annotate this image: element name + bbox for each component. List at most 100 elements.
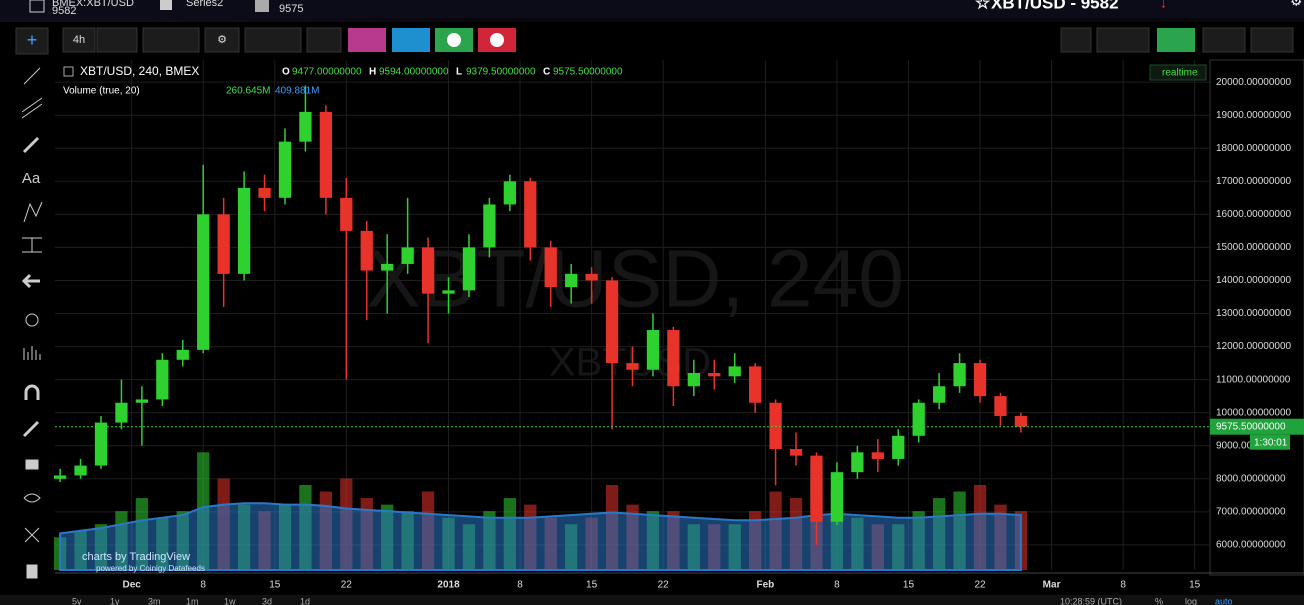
chart-style-button[interactable] (142, 27, 200, 53)
ohlc-value: 9594.00000000 (379, 67, 449, 78)
range-button[interactable]: 3d (262, 596, 272, 605)
save-button[interactable] (1250, 27, 1294, 53)
candle-body (585, 273, 598, 281)
y-tick-label: 8000.00000000 (1216, 473, 1286, 484)
y-tick-label: 13000.00000000 (1216, 308, 1292, 319)
candle-body (1014, 415, 1028, 427)
candle-body (237, 187, 251, 274)
y-tick-label: 19000.00000000 (1216, 110, 1292, 121)
delete-tool[interactable] (26, 564, 38, 579)
candle-body (381, 263, 394, 271)
tab-label[interactable]: BMEX:XBT/USD (52, 0, 134, 9)
candle-body (156, 359, 169, 400)
stay-drawing[interactable] (22, 420, 40, 438)
x-tick-label: 22 (341, 580, 353, 591)
scale-option[interactable]: log (1185, 596, 1197, 605)
tab-icon (160, 0, 172, 10)
measure-tool[interactable] (22, 237, 42, 253)
legend-collapse (63, 66, 74, 77)
candle-body (769, 402, 782, 450)
candle-body (115, 402, 128, 423)
interval-button[interactable] (62, 27, 96, 53)
trend-tool[interactable] (23, 67, 41, 85)
pattern-tool[interactable] (23, 201, 43, 223)
candle-body (278, 141, 292, 198)
undo-redo[interactable] (1096, 27, 1150, 53)
bars-tool[interactable] (23, 346, 41, 360)
star[interactable]: ☆ (975, 0, 991, 12)
candle-body (953, 363, 966, 387)
settings-icon[interactable]: ⚙ (1290, 0, 1303, 9)
crosshair-icon: + (27, 30, 38, 50)
candle-body (544, 247, 557, 288)
x-tick-label: Feb (756, 580, 774, 591)
candle-body (728, 366, 741, 377)
tools-tool[interactable] (24, 527, 40, 543)
load-button[interactable] (1202, 27, 1246, 53)
candle-body (401, 247, 414, 264)
indicators-button[interactable] (244, 27, 302, 53)
fib-tool[interactable] (21, 97, 43, 119)
range-button[interactable]: 3m (148, 596, 161, 605)
y-tick-label: 14000.00000000 (1216, 275, 1292, 286)
candle-body (749, 366, 762, 403)
text-tool[interactable]: Aa (22, 170, 41, 187)
y-tick-label: 6000.00000000 (1216, 540, 1286, 551)
y-tick-label: 10000.00000000 (1216, 407, 1292, 418)
candle-body (994, 396, 1007, 416)
magnet-tool[interactable] (24, 384, 40, 400)
remove-tool[interactable] (21, 273, 40, 289)
settings-button[interactable] (204, 27, 240, 53)
range-button[interactable]: 1w (224, 596, 236, 605)
candle-body (933, 386, 946, 403)
compare-button[interactable] (306, 27, 342, 53)
ohlc-value: 9477.00000000 (292, 67, 362, 78)
zoom-tool[interactable] (25, 313, 39, 327)
crosshair-button[interactable] (15, 27, 49, 55)
x-tick-label: 15 (1189, 580, 1201, 591)
y-tick-label: 15000.00000000 (1216, 242, 1292, 253)
candle-body (973, 363, 987, 397)
symbol-label: XBT/USD, 240, BMEX (80, 64, 199, 78)
x-tick-label: 15 (586, 580, 598, 591)
snapshot-button[interactable] (1157, 28, 1195, 52)
tab-label[interactable]: Series2 (186, 0, 223, 9)
interval-label: 4h (73, 34, 85, 46)
scale-option[interactable]: auto (1215, 596, 1233, 605)
ohlc-key: O (282, 67, 290, 78)
toolbar: + 4h ⚙ (15, 27, 1294, 55)
candle-body (851, 452, 864, 473)
cube-button[interactable] (348, 28, 386, 52)
range-button[interactable]: 1m (186, 596, 199, 605)
ohlc-value: 9575.50000000 (553, 67, 623, 78)
candle-body (197, 214, 210, 350)
last-price-label: 9575.50000000 (1216, 421, 1286, 432)
x-tick-label: 22 (658, 580, 670, 591)
range-button[interactable]: 1y (110, 596, 120, 605)
candle-body (360, 230, 373, 271)
left-toolbar (21, 67, 43, 579)
settings-icon: ⚙ (217, 34, 227, 46)
interval-menu[interactable] (96, 27, 138, 53)
candle-body (503, 181, 516, 205)
x-tick-label: 15 (903, 580, 915, 591)
branding: charts by TradingView (82, 551, 190, 563)
y-tick-label: 16000.00000000 (1216, 209, 1292, 220)
candle-body (912, 402, 925, 436)
fullscreen-button[interactable] (1060, 27, 1092, 53)
tab-bar (0, 0, 1304, 18)
branding-sub: powered by Coinigy Datafeeds (96, 564, 205, 573)
lock-tool[interactable] (25, 459, 39, 470)
brush-tool[interactable] (22, 136, 40, 154)
alert-button[interactable] (392, 28, 430, 52)
range-button[interactable]: 5y (72, 596, 82, 605)
y-tick-label: 18000.00000000 (1216, 143, 1292, 154)
up-icon (447, 33, 461, 47)
scale-option[interactable]: % (1155, 596, 1163, 605)
y-tick-label: 20000.00000000 (1216, 77, 1292, 88)
hide-tool[interactable] (23, 493, 41, 503)
candle-body (483, 204, 496, 248)
range-button[interactable]: 1d (300, 596, 310, 605)
y-tick-label: 11000.00000000 (1216, 374, 1291, 385)
